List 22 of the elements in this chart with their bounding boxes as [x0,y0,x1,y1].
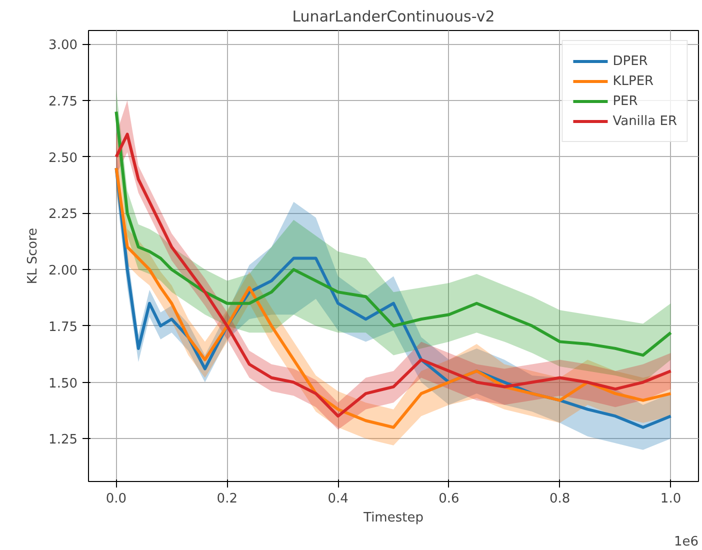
x-tick-label: 0.4 [328,492,348,506]
y-axis-title: KL Score [26,228,41,284]
x-tick-label: 0.2 [216,492,238,506]
y-tick-label: 1.75 [48,320,78,335]
y-tick-label: 1.25 [48,432,78,448]
y-tick-label: 3.00 [48,38,78,54]
x-tick-label: 0.0 [106,492,127,506]
y-tick-label: 1.50 [48,376,78,392]
y-tick-label: 2.50 [48,150,78,166]
legend-label: PER [612,94,638,108]
y-tick-label: 2.75 [48,94,78,110]
x-tick-label: 0.8 [550,492,570,506]
legend-label: Vanilla ER [612,114,677,128]
chart-title: LunarLanderContinuous-v2 [292,8,495,26]
x-tick-label: 0.6 [438,492,460,506]
legend-label: KLPER [612,74,654,88]
y-tick-label: 2.25 [48,207,78,222]
x-axis-title: Timestep [362,510,424,526]
y-tick-label: 2.00 [48,264,78,279]
text: 1e6 [674,534,699,550]
legend-label: DPER [612,54,648,68]
x-tick-label: 1.0 [660,492,682,506]
